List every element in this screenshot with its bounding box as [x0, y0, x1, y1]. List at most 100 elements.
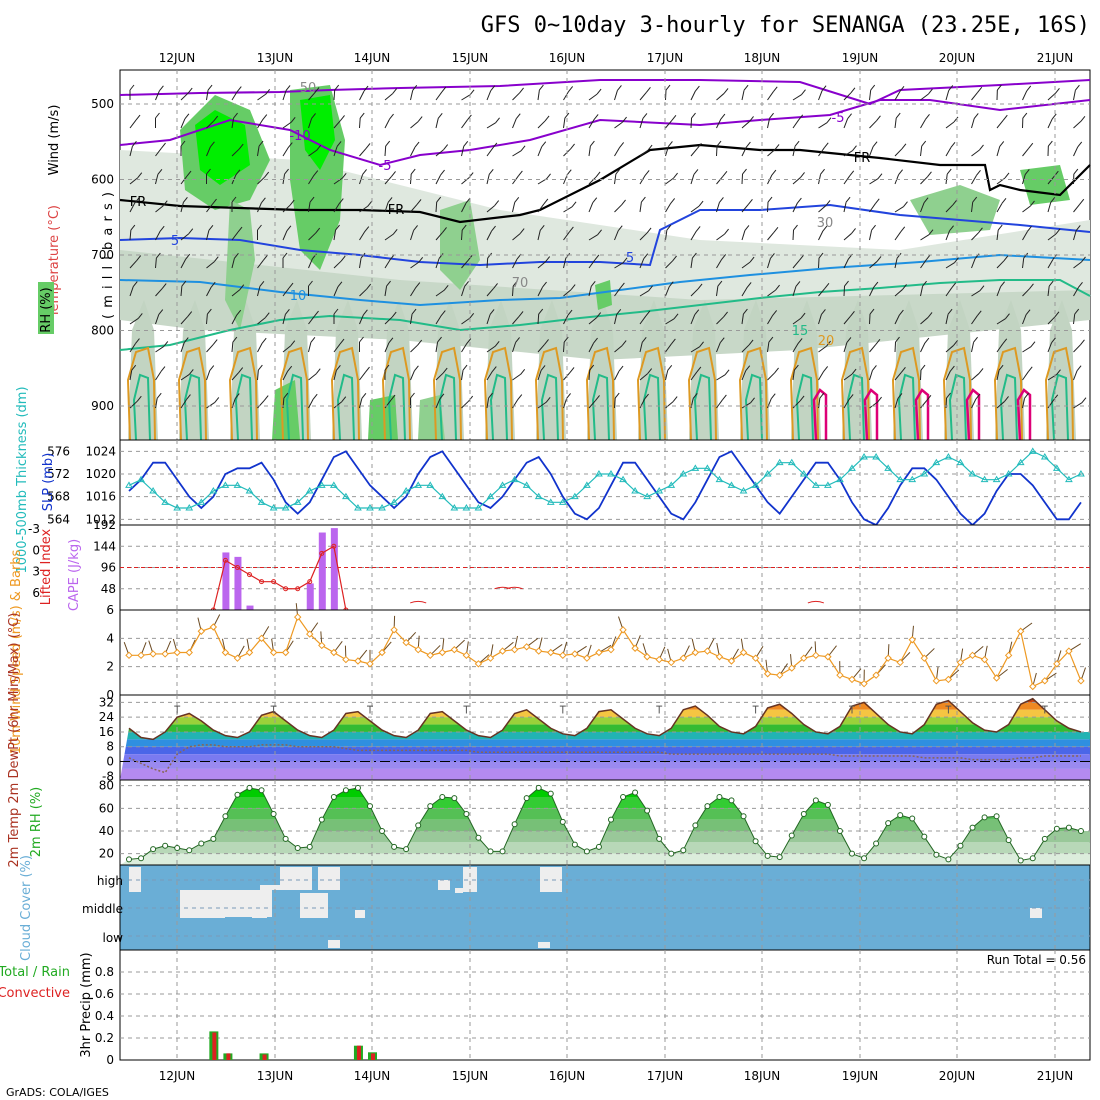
- wind-barb-flag: [724, 228, 729, 235]
- rh-point: [367, 803, 373, 810]
- wind-barb: [614, 230, 619, 241]
- contour-label: 20: [818, 334, 835, 349]
- thickness-marker: [715, 475, 724, 483]
- wind-barb-flag: [898, 169, 903, 175]
- wind-barb: [563, 206, 573, 213]
- wind-barb-flag: [415, 282, 421, 288]
- wind-barb-flag: [925, 254, 931, 261]
- wind-barb: [129, 370, 133, 381]
- rh-point: [186, 847, 193, 854]
- wind-barb: [588, 93, 598, 101]
- wind-barb: [1047, 399, 1055, 409]
- rh-point: [812, 797, 819, 804]
- wind-barb-flag: [366, 283, 372, 290]
- wind-barb-flag: [596, 88, 602, 95]
- wind-barb-flag: [410, 168, 416, 175]
- wind-marker: [595, 648, 603, 657]
- wind-marker: [318, 641, 326, 650]
- wind-barb: [665, 203, 672, 213]
- wind-barb-flag: [622, 116, 627, 123]
- wind-marker: [559, 651, 567, 660]
- wind-barb: [1073, 261, 1082, 269]
- wind-barb-flag: [692, 252, 697, 259]
- rh-region: [195, 110, 250, 185]
- wind-barb-flag: [188, 228, 194, 235]
- wind-barb: [971, 315, 978, 325]
- rh-point: [427, 803, 434, 810]
- contour-20-loop: [126, 346, 156, 441]
- wind-barb: [894, 258, 898, 269]
- wind-barb-flag: [820, 168, 825, 175]
- wind-marker: [980, 655, 989, 664]
- contour-20-loop: [534, 346, 564, 441]
- wind-barb-flag: [895, 336, 900, 343]
- wind-barb: [537, 261, 546, 269]
- rh-point: [620, 794, 627, 800]
- thickness-marker: [366, 504, 374, 511]
- clear-sky-block: [280, 867, 300, 890]
- cape-bar: [246, 605, 254, 610]
- wind-barb: [690, 231, 697, 241]
- wind-marker: [306, 630, 314, 638]
- wind-barb-flag: [793, 224, 798, 231]
- wind-barb: [920, 234, 930, 241]
- rh-point: [138, 855, 145, 862]
- thickness-marker: [305, 487, 314, 494]
- wind-barb-flag: [338, 198, 344, 204]
- wind-barb-flag: [206, 168, 211, 175]
- wind-barb-flag: [900, 226, 906, 233]
- wind-barb: [614, 370, 620, 381]
- wind-barb-flag: [1002, 338, 1008, 345]
- wind-barb: [920, 400, 928, 409]
- wind-barb: [869, 203, 876, 213]
- chart-title: GFS 0~10day 3-hourly for SENANGA (23.25E…: [481, 13, 1090, 38]
- wind-barb-flag: [668, 141, 673, 147]
- wind-marker: [908, 636, 916, 644]
- wind-barb: [1073, 287, 1079, 297]
- wind-barb-flag: [617, 85, 622, 91]
- wind-barb: [741, 121, 750, 129]
- wind-barb: [333, 343, 341, 353]
- convective-bar: [226, 1053, 231, 1060]
- clear-sky-block: [252, 910, 267, 918]
- wind-barb: [359, 90, 365, 101]
- wind-barb-flag: [1051, 337, 1056, 343]
- wind-barb: [818, 147, 825, 157]
- wind-barb-flag: [160, 366, 166, 372]
- li-point: [271, 579, 277, 585]
- rh-band: [120, 853, 1090, 865]
- wind-barb: [563, 231, 570, 241]
- li-point: [319, 550, 325, 556]
- wind-barb: [435, 174, 441, 185]
- thickness-marker: [643, 492, 652, 500]
- wind-barb: [1047, 259, 1054, 269]
- wind-barb-flag: [646, 87, 651, 93]
- label-pressure: ( m i l l i b a r s ): [101, 191, 116, 319]
- wind-marker: [390, 626, 398, 634]
- wind-barb-flag: [155, 112, 160, 119]
- wind-barb: [1022, 398, 1026, 409]
- thickness-marker: [824, 481, 832, 488]
- rh-point: [463, 811, 470, 817]
- thickness-marker: [691, 464, 700, 471]
- wind-barb-flag: [645, 310, 651, 317]
- rh-region: [272, 380, 300, 440]
- thickness-marker: [1016, 458, 1025, 466]
- wind-barb-flag: [569, 367, 575, 373]
- wind-barb: [512, 342, 517, 353]
- rh-band: [120, 831, 1090, 843]
- wind-barb: [894, 118, 897, 129]
- wind-barb-flag: [391, 171, 396, 177]
- wind-barb: [1022, 231, 1028, 241]
- wind-barb: [818, 345, 827, 353]
- wind-barb-flag: [315, 227, 321, 234]
- cloud-blocks: [129, 867, 1042, 948]
- wind-barb: [869, 286, 875, 297]
- wind-barb: [231, 372, 240, 381]
- contour-label: 70: [512, 276, 529, 291]
- wind-barb: [741, 146, 747, 157]
- wind-barb: [282, 230, 288, 241]
- wind-barb: [996, 401, 1005, 409]
- wind-barb: [257, 342, 263, 353]
- wind-barb-flag: [898, 309, 904, 316]
